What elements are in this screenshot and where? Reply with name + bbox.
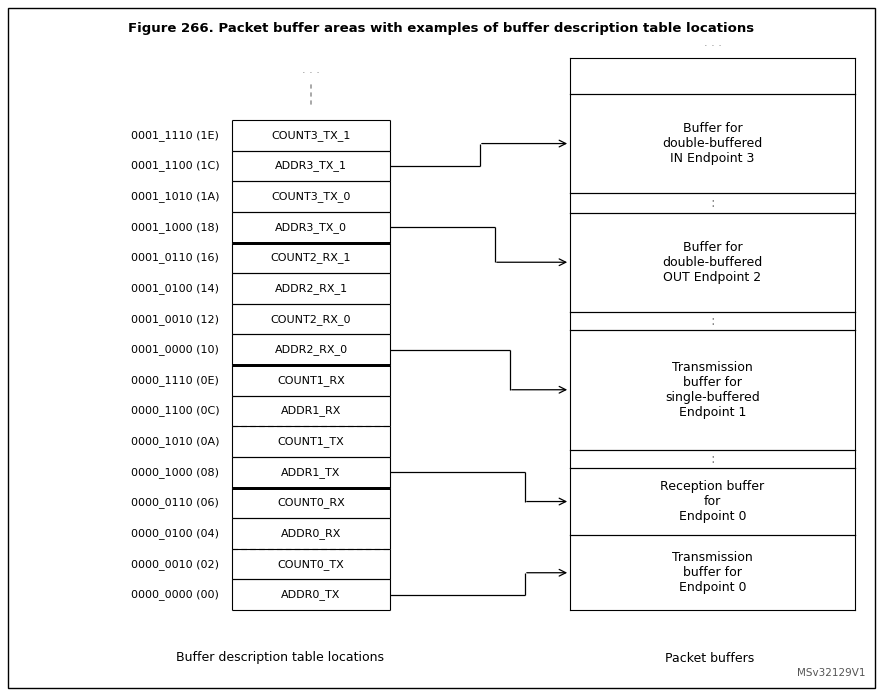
- Text: Figure 266. Packet buffer areas with examples of buffer description table locati: Figure 266. Packet buffer areas with exa…: [128, 22, 755, 35]
- Text: Transmission
buffer for
single-buffered
Endpoint 1: Transmission buffer for single-buffered …: [665, 361, 760, 419]
- Text: Buffer description table locations: Buffer description table locations: [176, 651, 384, 665]
- Text: COUNT1_TX: COUNT1_TX: [277, 436, 344, 447]
- Text: ADDR3_TX_0: ADDR3_TX_0: [275, 222, 347, 232]
- Text: 0000_0000 (00): 0000_0000 (00): [131, 590, 219, 600]
- Text: 0000_1110 (0E): 0000_1110 (0E): [131, 375, 219, 386]
- Text: 0000_0010 (02): 0000_0010 (02): [131, 559, 219, 569]
- Text: Reception buffer
for
Endpoint 0: Reception buffer for Endpoint 0: [660, 480, 765, 523]
- Text: 0001_1000 (18): 0001_1000 (18): [131, 222, 219, 232]
- Text: 0000_1010 (0A): 0000_1010 (0A): [131, 436, 219, 447]
- Text: COUNT3_TX_1: COUNT3_TX_1: [271, 130, 351, 141]
- Text: Packet buffers: Packet buffers: [666, 651, 755, 665]
- Text: :: :: [710, 452, 715, 466]
- Text: MSv32129V1: MSv32129V1: [796, 668, 865, 678]
- Text: 0000_1100 (0C): 0000_1100 (0C): [131, 406, 219, 416]
- Text: ADDR0_TX: ADDR0_TX: [282, 590, 341, 600]
- Text: . . .: . . .: [704, 38, 721, 48]
- Text: . . .: . . .: [302, 65, 320, 75]
- Text: 0001_0100 (14): 0001_0100 (14): [131, 283, 219, 294]
- Text: 0001_0000 (10): 0001_0000 (10): [131, 345, 219, 355]
- Text: COUNT3_TX_0: COUNT3_TX_0: [271, 191, 351, 202]
- Text: COUNT2_RX_1: COUNT2_RX_1: [271, 253, 351, 263]
- Text: COUNT0_TX: COUNT0_TX: [277, 559, 344, 569]
- Text: 0000_1000 (08): 0000_1000 (08): [131, 467, 219, 477]
- Text: ADDR1_TX: ADDR1_TX: [282, 467, 341, 477]
- Text: :: :: [710, 314, 715, 328]
- Text: 0000_0100 (04): 0000_0100 (04): [131, 528, 219, 539]
- Text: 0001_1010 (1A): 0001_1010 (1A): [131, 191, 219, 202]
- Text: Buffer for
double-buffered
IN Endpoint 3: Buffer for double-buffered IN Endpoint 3: [662, 122, 763, 165]
- Text: COUNT2_RX_0: COUNT2_RX_0: [271, 314, 351, 324]
- Text: ADDR2_RX_1: ADDR2_RX_1: [275, 283, 348, 294]
- Text: :: :: [710, 196, 715, 210]
- Text: Transmission
buffer for
Endpoint 0: Transmission buffer for Endpoint 0: [672, 551, 753, 594]
- Text: ADDR2_RX_0: ADDR2_RX_0: [275, 345, 348, 355]
- Text: 0001_1100 (1C): 0001_1100 (1C): [131, 161, 219, 171]
- Text: 0001_0110 (16): 0001_0110 (16): [131, 253, 219, 263]
- Text: ADDR0_RX: ADDR0_RX: [281, 528, 341, 539]
- Text: 0001_1110 (1E): 0001_1110 (1E): [131, 130, 219, 141]
- Text: COUNT0_RX: COUNT0_RX: [277, 498, 345, 508]
- Text: 0001_0010 (12): 0001_0010 (12): [131, 314, 219, 324]
- Text: Buffer for
double-buffered
OUT Endpoint 2: Buffer for double-buffered OUT Endpoint …: [662, 241, 763, 284]
- Text: COUNT1_RX: COUNT1_RX: [277, 375, 345, 386]
- Text: 0000_0110 (06): 0000_0110 (06): [131, 498, 219, 508]
- Text: ADDR3_TX_1: ADDR3_TX_1: [275, 161, 347, 171]
- Text: ADDR1_RX: ADDR1_RX: [281, 406, 341, 416]
